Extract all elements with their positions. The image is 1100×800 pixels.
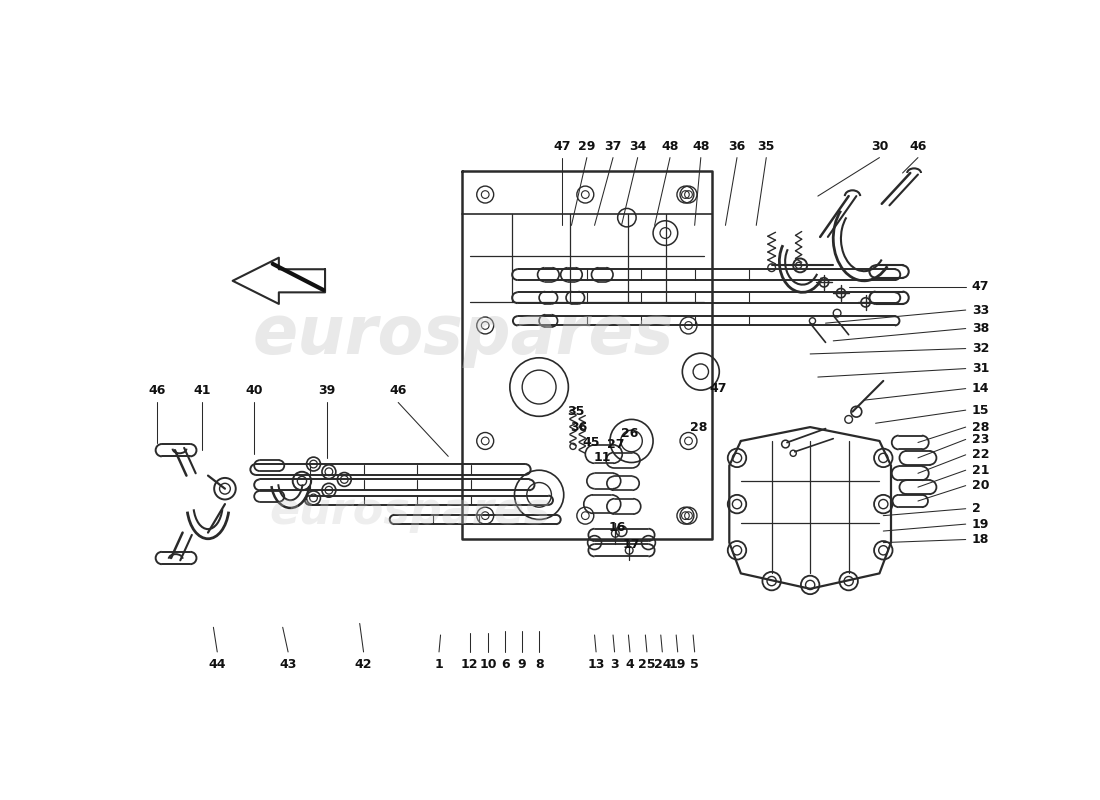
Text: 31: 31 (972, 362, 989, 375)
Text: 35: 35 (568, 405, 585, 418)
Text: 40: 40 (245, 385, 263, 398)
Text: 35: 35 (758, 139, 774, 153)
Text: 12: 12 (461, 658, 478, 670)
Text: 47: 47 (710, 382, 726, 395)
Text: 29: 29 (579, 139, 595, 153)
Text: 9: 9 (518, 658, 527, 670)
Text: 46: 46 (910, 139, 926, 153)
Text: 42: 42 (355, 658, 372, 670)
Text: 26: 26 (621, 426, 639, 440)
Text: 46: 46 (148, 385, 166, 398)
Text: 47: 47 (553, 139, 571, 153)
Text: 46: 46 (389, 385, 407, 398)
Text: 36: 36 (571, 421, 587, 434)
Text: 1: 1 (434, 658, 443, 670)
Text: 2: 2 (972, 502, 980, 515)
Text: 23: 23 (972, 433, 989, 446)
Text: 28: 28 (972, 421, 989, 434)
Text: 5: 5 (691, 658, 698, 670)
Text: eurospares: eurospares (270, 490, 550, 534)
Text: 24: 24 (653, 658, 671, 670)
Text: 30: 30 (871, 139, 888, 153)
Text: 10: 10 (480, 658, 497, 670)
Text: 19: 19 (669, 658, 686, 670)
Text: 20: 20 (972, 479, 989, 492)
Text: 17: 17 (623, 538, 640, 551)
Text: 3: 3 (610, 658, 619, 670)
Text: 41: 41 (194, 385, 210, 398)
Text: 8: 8 (535, 658, 543, 670)
Text: 38: 38 (972, 322, 989, 335)
Text: 37: 37 (604, 139, 622, 153)
Text: 45: 45 (583, 436, 601, 449)
Text: 21: 21 (972, 464, 989, 477)
Text: 34: 34 (629, 139, 647, 153)
Text: 4: 4 (626, 658, 635, 670)
Text: 48: 48 (661, 139, 679, 153)
Text: 33: 33 (972, 303, 989, 317)
Text: 43: 43 (279, 658, 297, 670)
Text: 28: 28 (690, 421, 707, 434)
Text: 36: 36 (728, 139, 746, 153)
Text: 22: 22 (972, 448, 989, 462)
Text: 48: 48 (692, 139, 710, 153)
Text: 19: 19 (972, 518, 989, 530)
Text: 39: 39 (318, 385, 336, 398)
Text: 14: 14 (972, 382, 989, 395)
Text: 11: 11 (594, 451, 610, 464)
Text: 47: 47 (972, 281, 989, 294)
Text: 18: 18 (972, 533, 989, 546)
Text: 13: 13 (587, 658, 605, 670)
Text: 27: 27 (607, 438, 625, 450)
Text: 32: 32 (972, 342, 989, 355)
Text: eurospares: eurospares (253, 302, 674, 368)
Text: 15: 15 (972, 404, 989, 417)
Text: 16: 16 (609, 521, 626, 534)
Text: 44: 44 (209, 658, 226, 670)
Text: 6: 6 (500, 658, 509, 670)
Text: 25: 25 (638, 658, 656, 670)
